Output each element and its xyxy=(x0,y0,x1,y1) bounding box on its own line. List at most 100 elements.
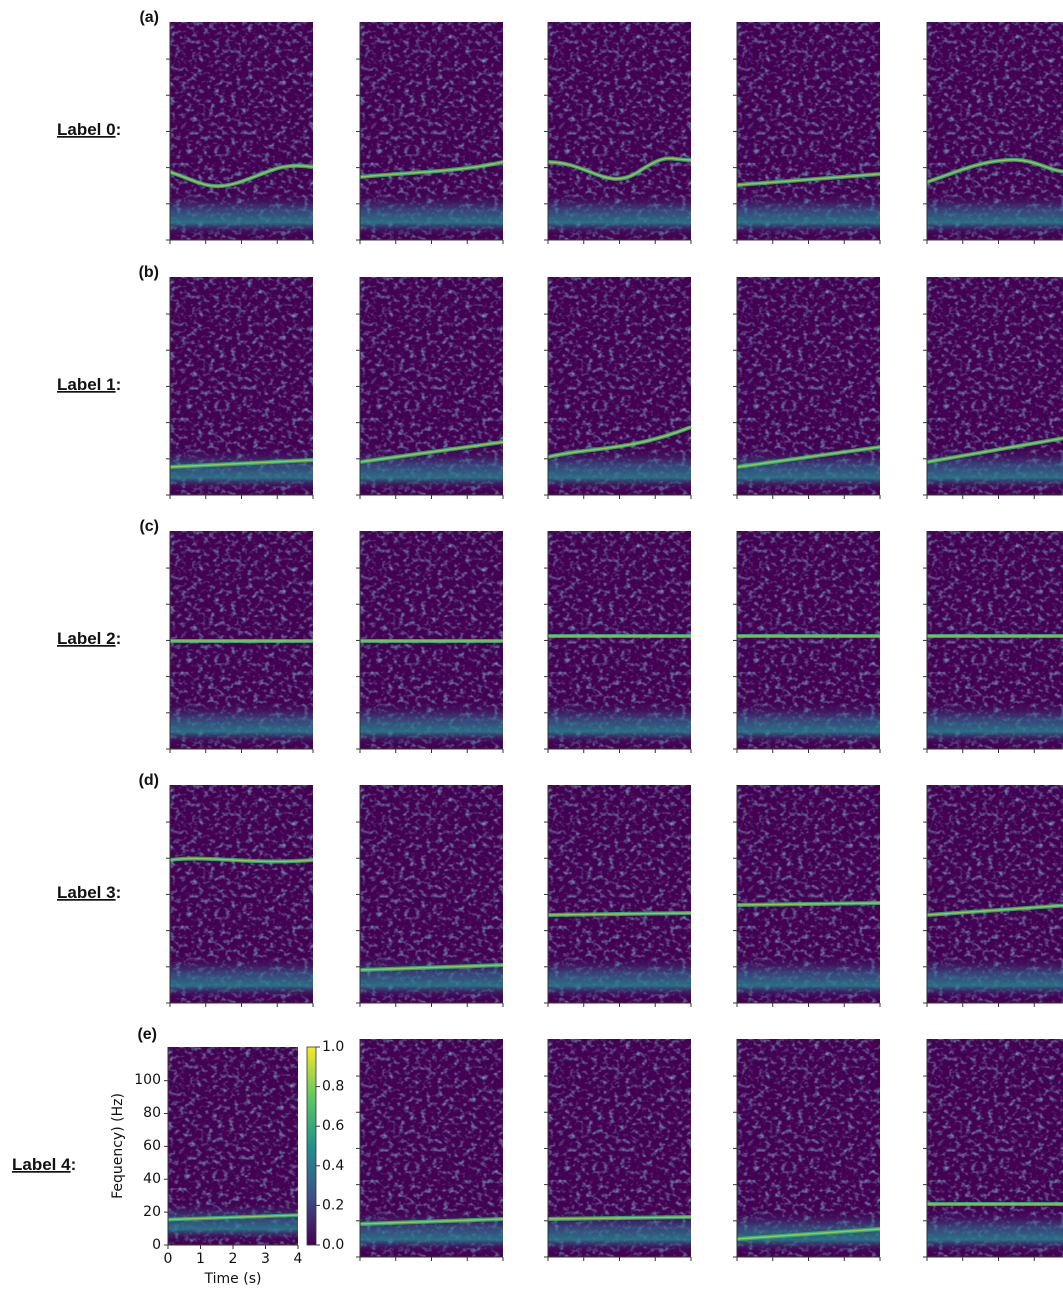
spectrogram xyxy=(733,277,881,499)
panel-letter: (b) xyxy=(139,264,159,281)
spectrogram-band xyxy=(360,1209,503,1253)
x-tick-label: 1 xyxy=(196,1251,205,1267)
spectrogram-band xyxy=(548,192,691,236)
spectrogram-band xyxy=(548,701,691,745)
spectrogram xyxy=(164,1047,299,1249)
spectrogram xyxy=(166,22,314,244)
spectrogram-trace-core xyxy=(169,164,314,187)
spectrogram-band xyxy=(548,955,691,999)
y-tick-label: 20 xyxy=(143,1204,161,1220)
spectrogram-trace-core xyxy=(359,161,504,178)
row-label: Label 4: xyxy=(12,1155,76,1174)
spectrogram-band xyxy=(170,955,313,999)
x-axis-label: Time (s) xyxy=(204,1271,262,1287)
spectrogram xyxy=(923,277,1063,499)
x-tick-label: 2 xyxy=(229,1251,238,1267)
spectrogram xyxy=(923,22,1063,244)
spectrogram xyxy=(733,785,881,1007)
row-label: Label 2: xyxy=(57,629,121,648)
spectrogram-trace-core xyxy=(547,157,692,180)
spectrogram xyxy=(733,22,881,244)
spectrogram-trace-core xyxy=(926,159,1063,183)
spectrogram-band xyxy=(360,192,503,236)
spectrogram xyxy=(356,531,504,753)
row-label-separator: : xyxy=(116,629,122,648)
spectrogram-band xyxy=(170,447,313,491)
spectrogram-trace-core xyxy=(169,857,314,863)
y-tick-label: 40 xyxy=(143,1171,161,1187)
y-axis-label: Fequency) (Hz) xyxy=(110,1093,126,1199)
panel-letter: (d) xyxy=(139,772,159,789)
x-tick-label: 4 xyxy=(294,1251,303,1267)
panel-letter: (e) xyxy=(137,1026,157,1043)
row-label: Label 1: xyxy=(57,375,121,394)
panel-letter: (a) xyxy=(139,9,159,26)
spectrogram-band xyxy=(168,1201,298,1242)
spectrogram xyxy=(923,785,1063,1007)
spectrogram-band xyxy=(927,955,1063,999)
row-label: Label 3: xyxy=(57,883,121,902)
row-label-text: Label 2 xyxy=(57,629,116,648)
colorbar-tick-label: 0.6 xyxy=(322,1118,344,1134)
spectrogram-band xyxy=(170,192,313,236)
spectrogram-trace-core xyxy=(736,1228,881,1240)
row-label-separator: : xyxy=(116,375,122,394)
row-label-separator: : xyxy=(71,1155,77,1174)
row-label-text: Label 4 xyxy=(12,1155,71,1174)
y-tick-label: 0 xyxy=(152,1237,161,1253)
colorbar xyxy=(306,1046,317,1246)
spectrogram xyxy=(356,22,504,244)
spectrogram-trace-core xyxy=(926,904,1063,916)
spectrogram-band xyxy=(927,701,1063,745)
spectrogram-band xyxy=(360,701,503,745)
spectrogram-trace-core xyxy=(359,441,504,463)
spectrogram xyxy=(544,277,692,499)
spectrogram xyxy=(544,531,692,753)
spectrogram xyxy=(544,1039,692,1261)
spectrogram-trace-core xyxy=(547,1216,692,1220)
spectrogram-band xyxy=(737,192,880,236)
spectrogram xyxy=(544,22,692,244)
spectrogram xyxy=(356,1039,504,1261)
row-label-text: Label 3 xyxy=(57,883,116,902)
colorbar-tick-label: 1.0 xyxy=(322,1039,344,1055)
x-tick-label: 3 xyxy=(261,1251,270,1267)
spectrogram-band xyxy=(170,701,313,745)
spectrogram-trace-core xyxy=(926,437,1063,463)
spectrogram-band xyxy=(360,447,503,491)
spectrogram-trace-core xyxy=(736,173,881,186)
spectrogram xyxy=(166,277,314,499)
spectrogram-trace-core xyxy=(167,1214,299,1221)
spectrogram-trace-core xyxy=(736,446,881,468)
spectrogram-trace-core xyxy=(736,902,881,906)
spectrogram-band xyxy=(927,447,1063,491)
row-label-separator: : xyxy=(116,883,122,902)
spectrogram-band xyxy=(360,955,503,999)
panel-letter: (c) xyxy=(139,518,159,535)
y-tick-label: 80 xyxy=(143,1105,161,1121)
spectrogram xyxy=(923,531,1063,753)
row-label-text: Label 1 xyxy=(57,375,116,394)
row-label: Label 0: xyxy=(57,120,121,139)
panels: Label 0: (a) Label 1: (b) Label 2: (c) Label 3… xyxy=(12,9,1063,1287)
spectrogram-band xyxy=(927,192,1063,236)
spectrogram-band xyxy=(927,1209,1063,1253)
colorbar-tick-label: 0.0 xyxy=(322,1237,344,1253)
y-tick-label: 100 xyxy=(134,1072,161,1088)
spectrogram-trace-core xyxy=(359,964,504,971)
spectrogram xyxy=(356,277,504,499)
spectrogram xyxy=(733,1039,881,1261)
spectrogram xyxy=(356,785,504,1007)
colorbar-tick-label: 0.4 xyxy=(322,1158,344,1174)
spectrogram-trace-core xyxy=(169,459,314,468)
colorbar-tick-label: 0.8 xyxy=(322,1079,344,1095)
spectrogram-band xyxy=(737,701,880,745)
colorbar-tick-label: 0.2 xyxy=(322,1197,344,1213)
spectrogram-trace-core xyxy=(359,1218,504,1225)
spectrogram xyxy=(923,1039,1063,1261)
spectrogram xyxy=(733,531,881,753)
spectrogram-trace-core xyxy=(547,912,692,916)
spectrogram xyxy=(166,531,314,753)
spectrogram xyxy=(166,785,314,1007)
